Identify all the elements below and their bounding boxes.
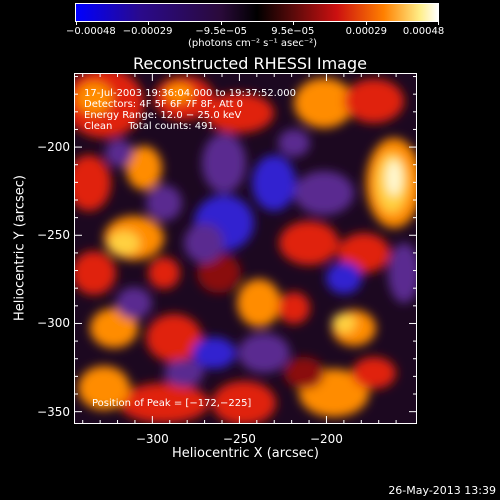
x-axis-title: Heliocentric X (arcsec): [172, 446, 319, 461]
heatmap-region: [278, 129, 310, 157]
colorbar-tick-label: 0.00048: [402, 26, 445, 37]
annotation-clean-counts: Clean Total counts: 491.: [84, 121, 218, 132]
heatmap-region: [279, 221, 339, 265]
heatmap-region: [352, 357, 396, 389]
heatmap-region: [146, 185, 182, 221]
heatmap-region: [119, 383, 209, 423]
x-tick-label: −200: [309, 432, 343, 446]
plot-area: [74, 73, 417, 424]
heatmap-region: [105, 139, 133, 167]
heatmap-region: [386, 160, 402, 196]
colorbar-tick-label: −0.00029: [122, 26, 173, 37]
y-tick-label: −300: [37, 316, 70, 331]
heatmap-region: [278, 292, 310, 324]
annotation-detectors: Detectors: 4F 5F 6F 7F 8F, Att 0: [84, 99, 244, 110]
heatmap-region: [212, 381, 276, 424]
heatmap-region: [294, 78, 354, 128]
heatmap-region: [238, 333, 290, 373]
heatmap-region: [197, 253, 241, 293]
x-tick-label: −250: [222, 432, 256, 446]
y-axis-title: Heliocentric Y (arcsec): [12, 175, 28, 321]
heatmap-region: [74, 155, 111, 211]
heatmap-region: [108, 231, 140, 255]
colorbar-tick-mark: [438, 21, 439, 25]
annotation-time-range: 17-Jul-2003 19:36:04.000 to 19:37:52.000: [84, 88, 296, 99]
colorbar-unit-label: (photons cm⁻² s⁻¹ asec⁻²): [188, 38, 318, 49]
colorbar-tick-mark: [76, 21, 77, 25]
colorbar-tick-mark: [366, 21, 368, 25]
heatmap-region: [202, 133, 246, 193]
heatmap-region: [326, 262, 362, 294]
x-tick-label: −300: [135, 432, 169, 446]
heatmap-region: [192, 337, 236, 369]
y-tick-label: −200: [37, 140, 70, 155]
peak-position-label: Position of Peak = [−172,−225]: [92, 398, 252, 409]
heatmap-region: [344, 79, 404, 123]
heatmap-region: [90, 308, 138, 348]
heatmap-region: [76, 82, 112, 114]
heatmap-region: [184, 223, 224, 263]
heatmap-region: [126, 146, 162, 190]
heatmap-region: [204, 93, 274, 133]
heatmap-region: [252, 155, 296, 211]
colorbar-tick-label: 9.5e−05: [271, 26, 315, 37]
heatmap-region: [164, 359, 204, 387]
colorbar-tick-label: −9.5e−05: [195, 26, 247, 37]
heatmap-region: [146, 314, 202, 362]
heatmap-region: [237, 279, 281, 327]
heatmap-region: [74, 251, 116, 295]
heatmap-region: [116, 287, 152, 319]
footer-date: 26-May-2013 13:39: [388, 484, 496, 497]
colorbar-tick-mark: [221, 21, 223, 25]
colorbar-tick-label: 0.00029: [345, 26, 388, 37]
heatmap-region: [78, 366, 130, 410]
heatmap-region: [148, 257, 180, 289]
heatmap-region: [284, 357, 324, 389]
colorbar-tick-mark: [147, 21, 149, 25]
y-tick-label: −350: [37, 404, 70, 419]
y-tick-label: −250: [37, 228, 70, 243]
colorbar-tick-label: −0.00048: [66, 26, 116, 37]
chart-title: Reconstructed RHESSI Image: [133, 54, 367, 73]
heatmap-region: [388, 243, 417, 303]
heatmap-region: [294, 171, 354, 215]
colorbar-tick-mark: [292, 21, 294, 25]
annotation-energy-range: Energy Range: 12.0 − 25.0 keV: [84, 110, 242, 121]
heatmap-region: [332, 313, 356, 333]
heatmap-region: [165, 83, 193, 103]
heatmap-region: [338, 233, 390, 273]
colorbar: [75, 3, 439, 22]
